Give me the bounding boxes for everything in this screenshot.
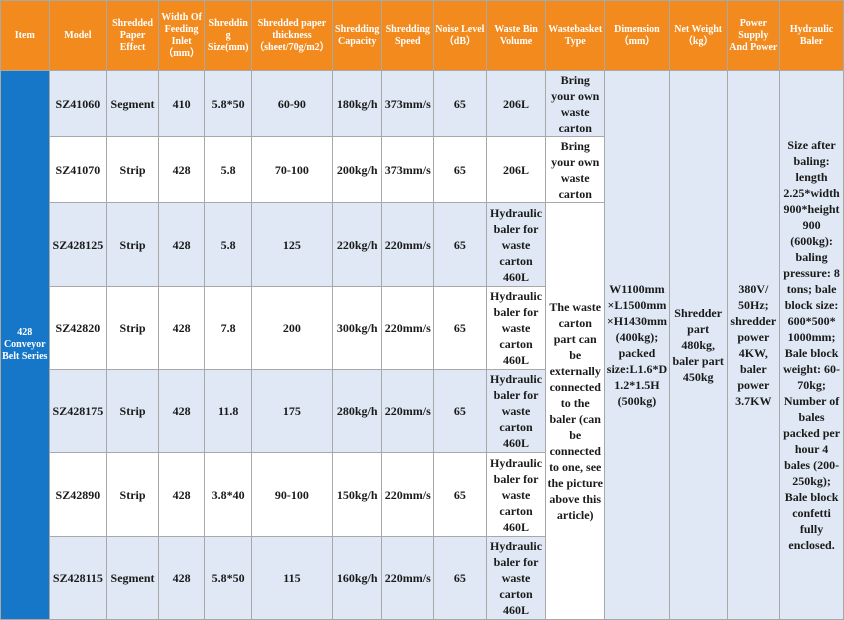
header-dimension: Dimension （mm） [604, 0, 670, 71]
cell-bin: Hydraulic baler for waste carton 460L [485, 285, 547, 371]
cell-net-weight: Shredder part 480kg, baler part 450kg [668, 70, 728, 620]
cell-basket-merged: The waste carton part can be externally … [545, 202, 606, 620]
table-row: SZ42890 Strip 428 3.8*40 90-100 150kg/h … [1, 452, 844, 537]
cell-bin: Hydraulic baler for waste carton 460L [485, 202, 547, 287]
cell-speed: 220mm/s [381, 202, 435, 287]
cell-noise: 65 [433, 202, 487, 287]
cell-thickness: 115 [250, 535, 333, 620]
cell-thickness: 200 [250, 285, 333, 371]
header-capacity: Shredding Capacity [331, 0, 383, 71]
cell-speed: 220mm/s [381, 535, 435, 620]
cell-capacity: 150kg/h [331, 452, 383, 537]
cell-effect: Strip [106, 136, 159, 204]
cell-model: SZ42820 [48, 285, 108, 371]
cell-model: SZ41070 [48, 136, 108, 204]
cell-effect: Strip [106, 285, 159, 371]
series-label: 428 Conveyor Belt Series [0, 70, 50, 620]
cell-thickness: 90-100 [250, 452, 333, 537]
cell-width: 428 [157, 136, 206, 204]
table-row: SZ428175 Strip 428 11.8 175 280kg/h 220m… [1, 369, 844, 454]
cell-effect: Segment [106, 69, 159, 138]
cell-speed: 220mm/s [381, 369, 435, 454]
cell-model: SZ428125 [48, 202, 108, 287]
cell-model: SZ428115 [48, 535, 108, 620]
header-weight: Net Weight （kg） [668, 0, 728, 71]
cell-speed: 220mm/s [381, 285, 435, 371]
cell-size: 11.8 [204, 369, 252, 454]
cell-capacity: 200kg/h [331, 136, 383, 204]
cell-size: 3.8*40 [204, 452, 252, 537]
cell-model: SZ42890 [48, 452, 108, 537]
header-power: Power Supply And Power [726, 0, 781, 71]
header-item: Item [0, 0, 50, 71]
header-baler: Hydraulic Baler [779, 0, 844, 71]
cell-dimension: W1100mm ×L1500mm ×H1430mm (400kg); packe… [604, 70, 670, 620]
cell-size: 5.8 [204, 136, 252, 204]
cell-noise: 65 [433, 535, 487, 620]
cell-effect: Strip [106, 202, 159, 287]
cell-width: 428 [157, 202, 206, 287]
cell-noise: 65 [433, 369, 487, 454]
cell-speed: 373mm/s [381, 69, 435, 138]
table-row: 428 Conveyor Belt Series SZ41060 Segment… [0, 69, 844, 620]
cell-effect: Segment [106, 535, 159, 620]
header-width: Width Of Feeding Inlet （mm） [157, 0, 206, 71]
cell-size: 7.8 [204, 285, 252, 371]
table-row: SZ428115 Segment 428 5.8*50 115 160kg/h … [1, 535, 844, 620]
cell-width: 428 [157, 535, 206, 620]
cell-capacity: 220kg/h [331, 202, 383, 287]
cell-effect: Strip [106, 452, 159, 537]
cell-baler: Size after baling: length 2.25*width 900… [779, 70, 844, 620]
cell-size: 5.8 [204, 202, 252, 287]
cell-bin: Hydraulic baler for waste carton 460L [485, 535, 547, 620]
cell-noise: 65 [433, 285, 487, 371]
cell-capacity: 300kg/h [331, 285, 383, 371]
cell-thickness: 70-100 [250, 136, 333, 204]
cell-noise: 65 [433, 136, 487, 204]
header-effect: Shredded Paper Effect [106, 0, 159, 71]
cell-bin: 206L [485, 69, 547, 138]
header-noise: Noise Level （dB） [433, 0, 487, 71]
cell-effect: Strip [106, 369, 159, 454]
cell-width: 428 [157, 452, 206, 537]
cell-width: 428 [157, 369, 206, 454]
cell-size: 5.8*50 [204, 535, 252, 620]
cell-size: 5.8*50 [204, 69, 252, 138]
cell-bin: 206L [485, 136, 547, 204]
header-basket: Wastebasket Type [545, 0, 606, 71]
header-thickness: Shredded paper thickness （sheet/70g/m2） [250, 0, 333, 71]
cell-speed: 373mm/s [381, 136, 435, 204]
header-size: Shredding Size(mm) [204, 0, 252, 71]
header-row: Item Model Shredded Paper Effect Width O… [0, 0, 844, 71]
cell-thickness: 175 [250, 369, 333, 454]
cell-bin: Hydraulic baler for waste carton 460L [485, 452, 547, 537]
cell-width: 410 [157, 69, 206, 138]
header-speed: Shredding Speed [381, 0, 435, 71]
table-row: SZ428125 Strip 428 5.8 125 220kg/h 220mm… [1, 202, 844, 620]
cell-model: SZ428175 [48, 369, 108, 454]
cell-basket: Bring your own waste carton [545, 69, 606, 138]
cell-model: SZ41060 [48, 69, 108, 138]
header-model: Model [48, 0, 108, 71]
header-bin: Waste Bin Volume [485, 0, 547, 71]
cell-width: 428 [157, 285, 206, 371]
cell-capacity: 160kg/h [331, 535, 383, 620]
cell-noise: 65 [433, 69, 487, 138]
cell-noise: 65 [433, 452, 487, 537]
cell-capacity: 280kg/h [331, 369, 383, 454]
cell-power: 380V/ 50Hz; shredder power 4KW, baler po… [726, 70, 781, 620]
cell-basket: Bring your own waste carton [545, 136, 606, 204]
cell-bin: Hydraulic baler for waste carton 460L [485, 369, 547, 454]
table-row: SZ41070 Strip 428 5.8 70-100 200kg/h 373… [1, 136, 844, 204]
cell-thickness: 60-90 [250, 69, 333, 138]
cell-speed: 220mm/s [381, 452, 435, 537]
cell-capacity: 180kg/h [331, 69, 383, 138]
cell-thickness: 125 [250, 202, 333, 287]
